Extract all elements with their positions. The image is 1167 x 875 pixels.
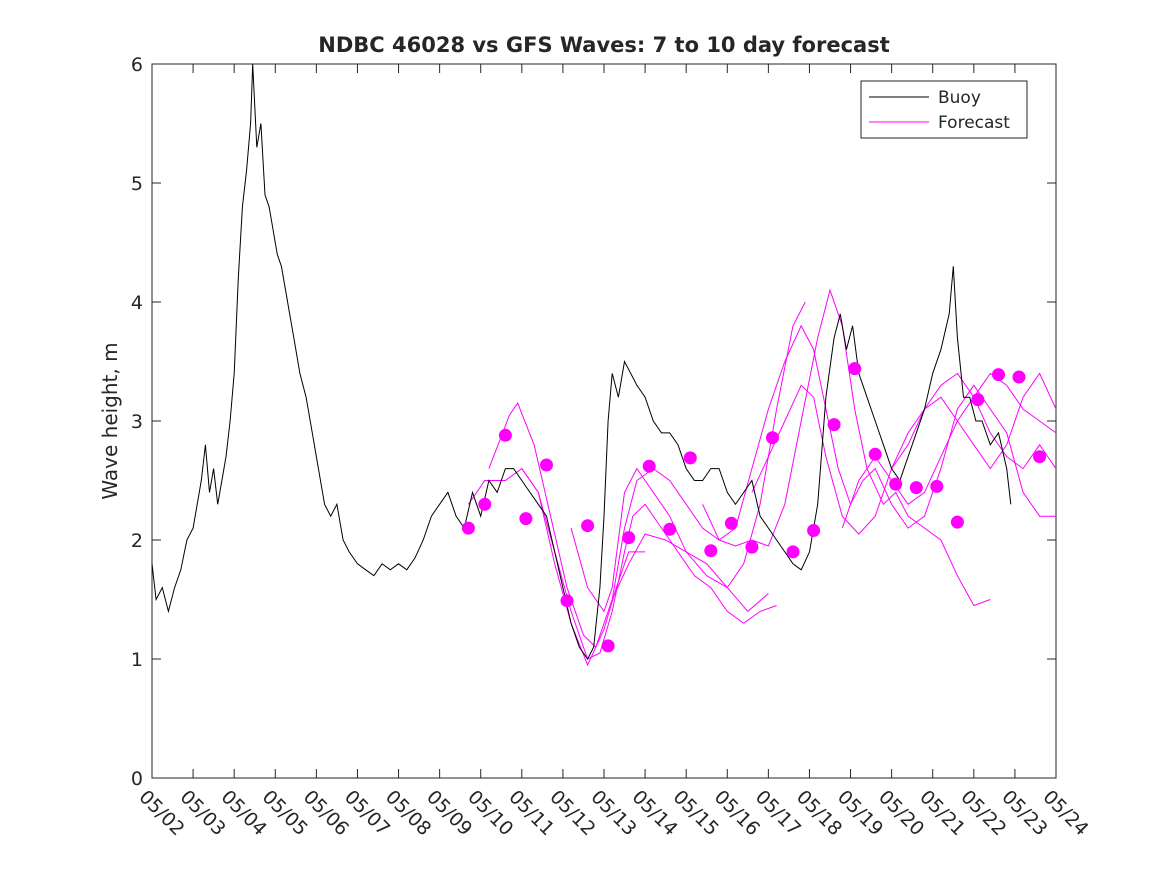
forecast-marker [807, 524, 821, 537]
forecast-marker [950, 515, 964, 529]
forecast-line [891, 372, 1057, 470]
y-tick-label: 4 [131, 292, 143, 314]
x-tick-label: 05/18 [792, 786, 846, 840]
forecast-marker [1033, 450, 1047, 464]
forecast-marker [848, 362, 862, 376]
x-tick-label: 05/21 [915, 786, 969, 840]
forecast-marker [992, 368, 1005, 382]
forecast-marker [745, 540, 759, 554]
forecast-line [702, 324, 1056, 541]
chart-title: NDBC 46028 vs GFS Waves: 7 to 10 day for… [318, 33, 889, 57]
legend: Buoy Forecast [860, 80, 1028, 139]
forecast-marker [560, 594, 574, 608]
y-axis-label: Wave height, m [98, 342, 122, 499]
y-tick-label: 0 [131, 768, 143, 790]
forecast-marker [519, 512, 533, 526]
x-tick-label: 05/23 [997, 786, 1051, 840]
forecast-marker [663, 522, 677, 536]
legend-label-buoy: Buoy [938, 88, 981, 108]
y-tick-label: 1 [131, 649, 143, 671]
data-layer [151, 63, 1057, 667]
x-tick-label: 05/17 [751, 786, 805, 840]
forecast-marker [622, 531, 636, 545]
forecast-marker [766, 431, 779, 445]
x-tick-label: 05/11 [504, 786, 558, 840]
forecast-line [751, 372, 1057, 535]
forecast-marker [581, 519, 595, 533]
y-tick-label: 5 [131, 173, 143, 195]
x-tick-label: 05/13 [586, 786, 640, 840]
x-tick-label: 05/24 [1038, 786, 1092, 840]
forecast-marker [930, 479, 944, 493]
forecast-marker [827, 418, 841, 432]
x-tick-label: 05/20 [874, 786, 928, 840]
forecast-marker [683, 451, 697, 465]
x-tick-label: 05/02 [134, 786, 188, 840]
forecast-marker [868, 447, 882, 461]
y-tick-label: 2 [131, 530, 143, 552]
x-tick-label: 05/07 [340, 786, 394, 840]
forecast-marker [642, 459, 656, 473]
forecast-marker [971, 393, 985, 407]
x-tick-label: 05/03 [176, 786, 230, 840]
x-tick-label: 05/15 [669, 786, 723, 840]
x-tick-label: 05/04 [217, 786, 271, 840]
plot-area [151, 63, 1057, 779]
forecast-marker [704, 544, 718, 558]
forecast-line [611, 288, 991, 607]
legend-label-forecast: Forecast [938, 113, 1010, 133]
y-tick-label: 6 [131, 54, 143, 76]
x-tick-label: 05/09 [422, 786, 476, 840]
forecast-marker [786, 545, 800, 559]
forecast-marker [540, 458, 553, 472]
forecast-marker [461, 521, 475, 535]
x-tick-label: 05/19 [833, 786, 887, 840]
forecast-marker [498, 428, 512, 442]
x-tick-label: 05/05 [258, 786, 312, 840]
forecast-marker [909, 481, 923, 495]
x-tick-label: 05/12 [545, 786, 599, 840]
x-tick-label: 05/10 [463, 786, 517, 840]
x-tick-label: 05/06 [299, 786, 353, 840]
y-tick-label: 3 [131, 411, 143, 433]
forecast-marker [601, 639, 615, 653]
forecast-marker [724, 516, 738, 530]
forecast-marker [1012, 370, 1026, 384]
forecast-marker [889, 477, 903, 491]
x-tick-label: 05/22 [956, 786, 1010, 840]
legend-box [860, 80, 1028, 139]
x-tick-label: 05/16 [710, 786, 764, 840]
x-tick-label: 05/08 [381, 786, 435, 840]
x-tick-label: 05/14 [628, 786, 682, 840]
forecast-marker [478, 497, 492, 511]
